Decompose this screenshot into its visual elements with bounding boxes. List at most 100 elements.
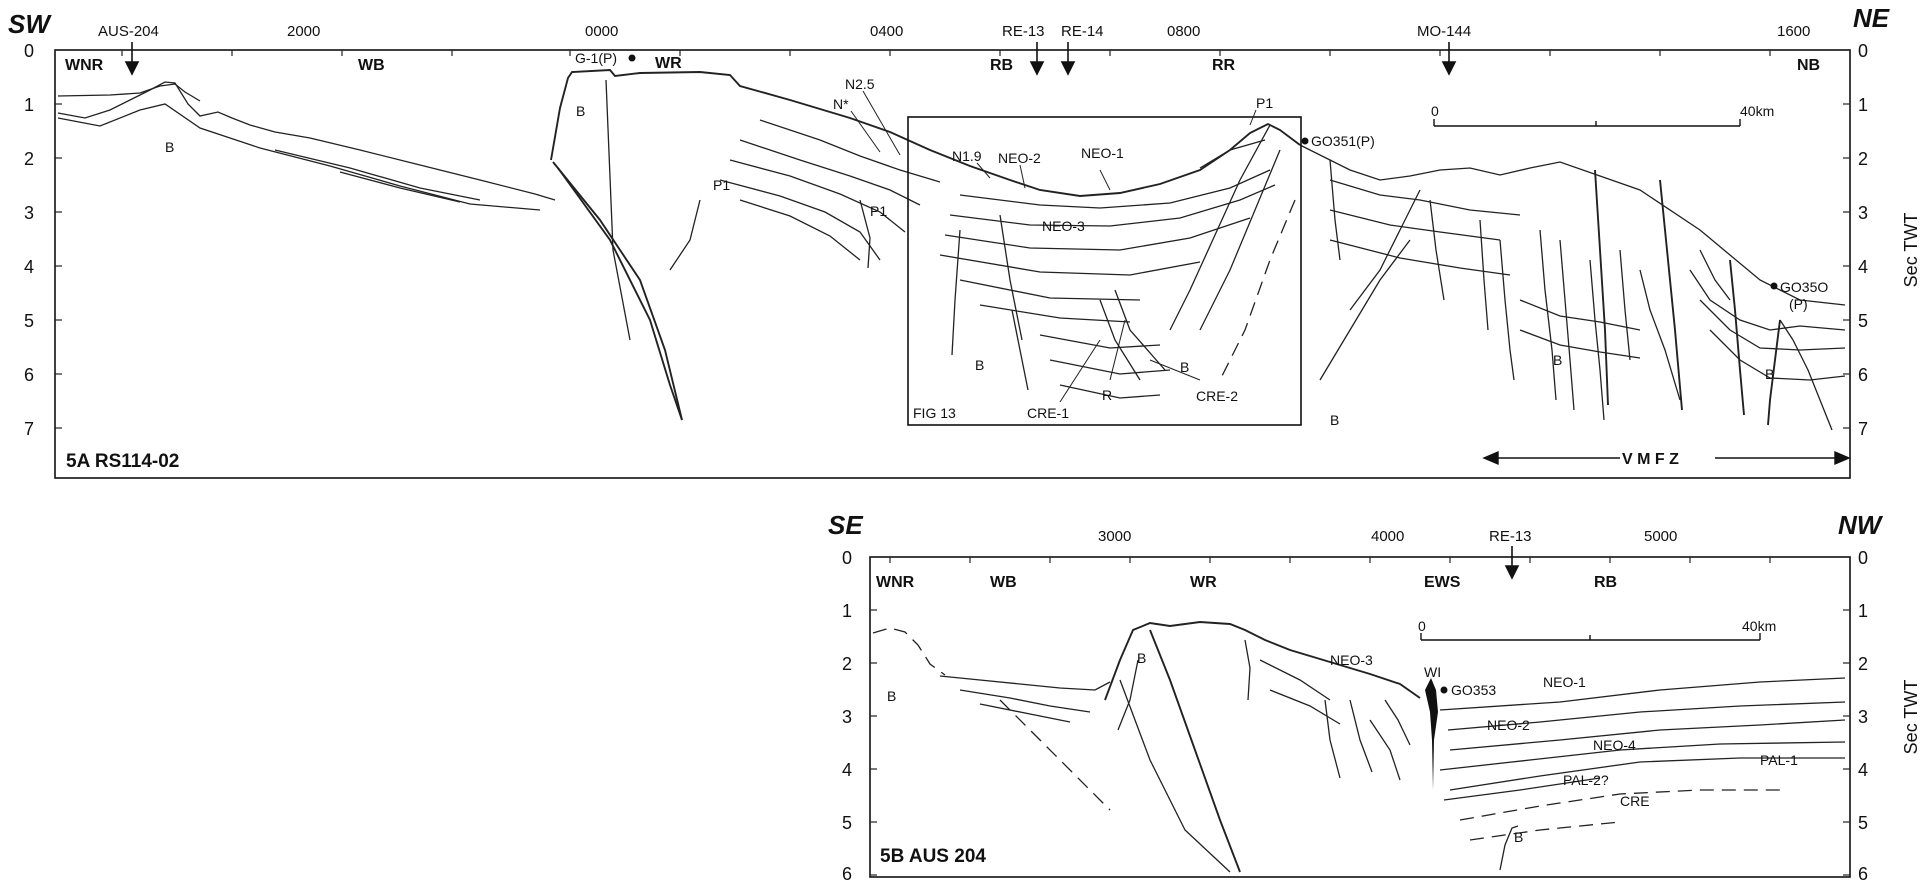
panel-b-frame (869, 556, 1851, 878)
label-b-pal2: PAL-2? (1563, 772, 1609, 788)
vmfz-label: V M F Z (1622, 451, 1679, 468)
panel-a-tick-labels: AUS-204 2000 0000 0400 RE-13 RE-14 0800 … (98, 23, 1810, 40)
panel-b-left-1: 1 (842, 601, 852, 621)
label-neo3: NEO-3 (1042, 218, 1085, 234)
tick-label-3000: 3000 (1098, 528, 1131, 545)
label-b-b1: B (887, 688, 896, 704)
panel-a-right-axis (1843, 49, 1850, 429)
label-fig13: FIG 13 (913, 405, 956, 421)
salt-diapir-wi (1425, 678, 1438, 790)
well-go350-dot (1770, 282, 1778, 290)
region-b-rb: RB (1594, 574, 1617, 591)
tick-label-4000: 4000 (1371, 528, 1404, 545)
label-g1p: G-1(P) (575, 50, 617, 66)
label-b-neo3: NEO-3 (1330, 652, 1373, 668)
panel-a-right-1: 1 (1858, 95, 1868, 115)
panel-a-dir-left: SW (8, 9, 52, 39)
panel-a-right-2: 2 (1858, 149, 1868, 169)
panel-b-right-5: 5 (1858, 813, 1868, 833)
panel-a-right-0: 0 (1858, 41, 1868, 61)
label-b-neo4: NEO-4 (1593, 737, 1636, 753)
label-n-star: N* (833, 96, 849, 112)
panel-a-right-3: 3 (1858, 203, 1868, 223)
panel-b-left-0: 0 (842, 548, 852, 568)
label-b-b3: B (1514, 829, 1523, 845)
tick-label-re-13: RE-13 (1002, 23, 1045, 40)
panel-a-left-3: 3 (24, 203, 34, 223)
tick-label-0800: 0800 (1167, 23, 1200, 40)
panel-b-regions: WNR WB WR EWS RB (876, 574, 1617, 591)
region-wnr: WNR (65, 57, 104, 74)
panel-a-regions: WNR WB WR RB RR NB (65, 55, 1820, 74)
panel-b-top-ticks (889, 557, 1771, 563)
panel-b-right-2: 2 (1858, 654, 1868, 674)
tick-label-mo-144: MO-144 (1417, 23, 1471, 40)
tick-label-0400: 0400 (870, 23, 903, 40)
panel-a-right-5: 5 (1858, 311, 1868, 331)
panel-b-left-5: 5 (842, 813, 852, 833)
label-cre1: CRE-1 (1027, 405, 1069, 421)
label-go350: GO35O (1780, 279, 1828, 295)
label-p1-top: P1 (1256, 95, 1273, 111)
panel-a-reflectors (57, 69, 1846, 431)
tick-label-re-14: RE-14 (1061, 23, 1104, 40)
panel-a-left-5: 5 (24, 311, 34, 331)
label-b-go353: GO353 (1451, 682, 1496, 698)
panel-a: SW NE AUS-204 2000 0000 0400 RE-13 RE-14… (8, 3, 1921, 479)
panel-b-left-4: 4 (842, 760, 852, 780)
label-b-wi: WI (1424, 664, 1441, 680)
panel-b-left-3: 3 (842, 707, 852, 727)
label-b-2: B (576, 103, 585, 119)
label-neo1: NEO-1 (1081, 145, 1124, 161)
well-go351-dot (1301, 137, 1309, 145)
label-neo2: NEO-2 (998, 150, 1041, 166)
panel-a-left-6: 6 (24, 365, 34, 385)
label-p1-left: P1 (713, 177, 730, 193)
region-rb: RB (990, 57, 1013, 74)
label-b-7: B (1765, 366, 1774, 382)
panel-b-reflectors (872, 621, 1846, 873)
label-b-3: B (975, 357, 984, 373)
panel-a-top-ticks (121, 50, 1771, 56)
region-rr: RR (1212, 57, 1236, 74)
panel-b-right-3: 3 (1858, 707, 1868, 727)
panel-b-axis-title: Sec TWT (1901, 680, 1921, 755)
label-cre2: CRE-2 (1196, 388, 1238, 404)
label-n1-9: N1.9 (952, 148, 982, 164)
label-b-neo2: NEO-2 (1487, 717, 1530, 733)
panel-b-scale-end: 40km (1742, 618, 1776, 634)
fig13-box (907, 116, 1302, 426)
label-go351p: GO351(P) (1311, 133, 1375, 149)
panel-b-right-4: 4 (1858, 760, 1868, 780)
label-b-4: B (1180, 359, 1189, 375)
panel-b-tick-labels: 3000 4000 RE-13 5000 (1098, 528, 1677, 545)
label-n2-5: N2.5 (845, 76, 875, 92)
panel-b-right-1: 1 (1858, 601, 1868, 621)
tick-label-1600: 1600 (1777, 23, 1810, 40)
region-wr: WR (655, 55, 682, 72)
panel-a-frame (54, 49, 1851, 479)
label-b-b2: B (1137, 650, 1146, 666)
label-p1-mid: P1 (870, 203, 887, 219)
panel-b-left-axis (870, 556, 877, 876)
panel-a-left-7: 7 (24, 419, 34, 439)
tick-label-5000: 5000 (1644, 528, 1677, 545)
panel-b-dir-left: SE (828, 510, 863, 540)
region-b-wr: WR (1190, 574, 1217, 591)
label-b-1: B (165, 139, 174, 155)
panel-a-right-4: 4 (1858, 257, 1868, 277)
panel-b-left-6: 6 (842, 864, 852, 881)
well-go353-dot (1440, 686, 1448, 694)
panel-a-labels: G-1(P) B B N2.5 N* N1.9 NEO-2 NEO-1 P1 G… (165, 50, 1828, 428)
label-r: R (1102, 387, 1112, 403)
panel-a-scale-end: 40km (1740, 103, 1774, 119)
panel-a-right-6: 6 (1858, 365, 1868, 385)
panel-a-scale-start: 0 (1431, 103, 1439, 119)
region-nb: NB (1797, 57, 1820, 74)
region-wb: WB (358, 57, 385, 74)
region-b-wb: WB (990, 574, 1017, 591)
label-b-pal1: PAL-1 (1760, 752, 1798, 768)
panel-b-left-2: 2 (842, 654, 852, 674)
panel-a-dir-right: NE (1853, 3, 1890, 33)
